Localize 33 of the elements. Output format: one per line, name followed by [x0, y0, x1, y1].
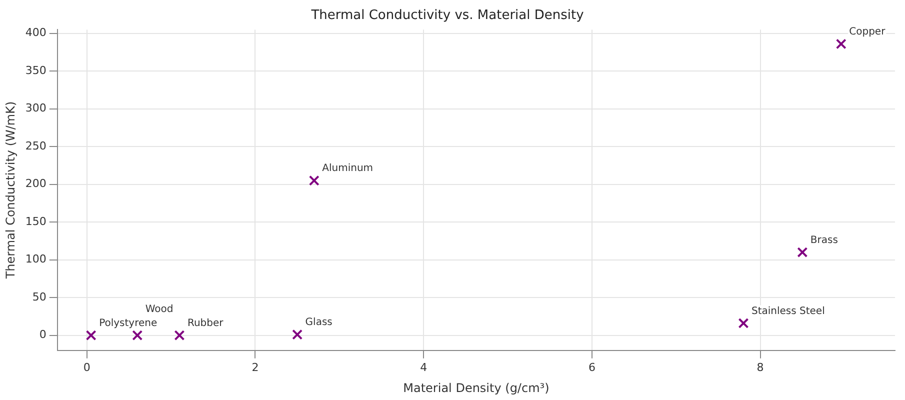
point [292, 329, 303, 340]
y-tick-label: 400 [25, 26, 46, 40]
point [738, 318, 749, 328]
annotation: Wood [145, 304, 174, 315]
point [836, 38, 846, 50]
y-tick-label: 50 [32, 290, 46, 304]
annotation: Copper [849, 26, 886, 38]
y-tick-label: 350 [25, 64, 46, 77]
chart-title: Thermal Conductivity vs. Material Density [310, 8, 584, 24]
y-tick-label: 100 [25, 252, 46, 266]
annotation: Glass [305, 317, 332, 328]
x-tick-label: 0 [83, 360, 90, 374]
point [86, 330, 96, 341]
point [132, 330, 143, 341]
point [174, 330, 185, 341]
y-tick-label: 250 [25, 139, 46, 152]
annotation: Polystyrene [99, 318, 158, 329]
annotation: Rubber [187, 318, 224, 329]
x-tick-label: 2 [252, 360, 259, 374]
y-tick-label: 150 [25, 214, 46, 228]
y-axis-title: Thermal Conductivity (W/mK) [3, 101, 18, 280]
point [308, 175, 320, 186]
x-axis-title: Material Density (g/cm³) [403, 380, 550, 395]
x-tick-label: 8 [756, 360, 764, 374]
annotation: Aluminum [322, 163, 374, 174]
y-tick-label: 0 [39, 328, 46, 342]
annotation: Brass [810, 234, 838, 246]
y-tick-label: 200 [25, 177, 46, 190]
x-tick-label: 6 [588, 360, 596, 374]
y-tick-label: 300 [25, 102, 46, 115]
x-tick-label: 4 [420, 360, 428, 374]
annotation: Stainless Steel [751, 306, 825, 317]
point [797, 247, 808, 258]
